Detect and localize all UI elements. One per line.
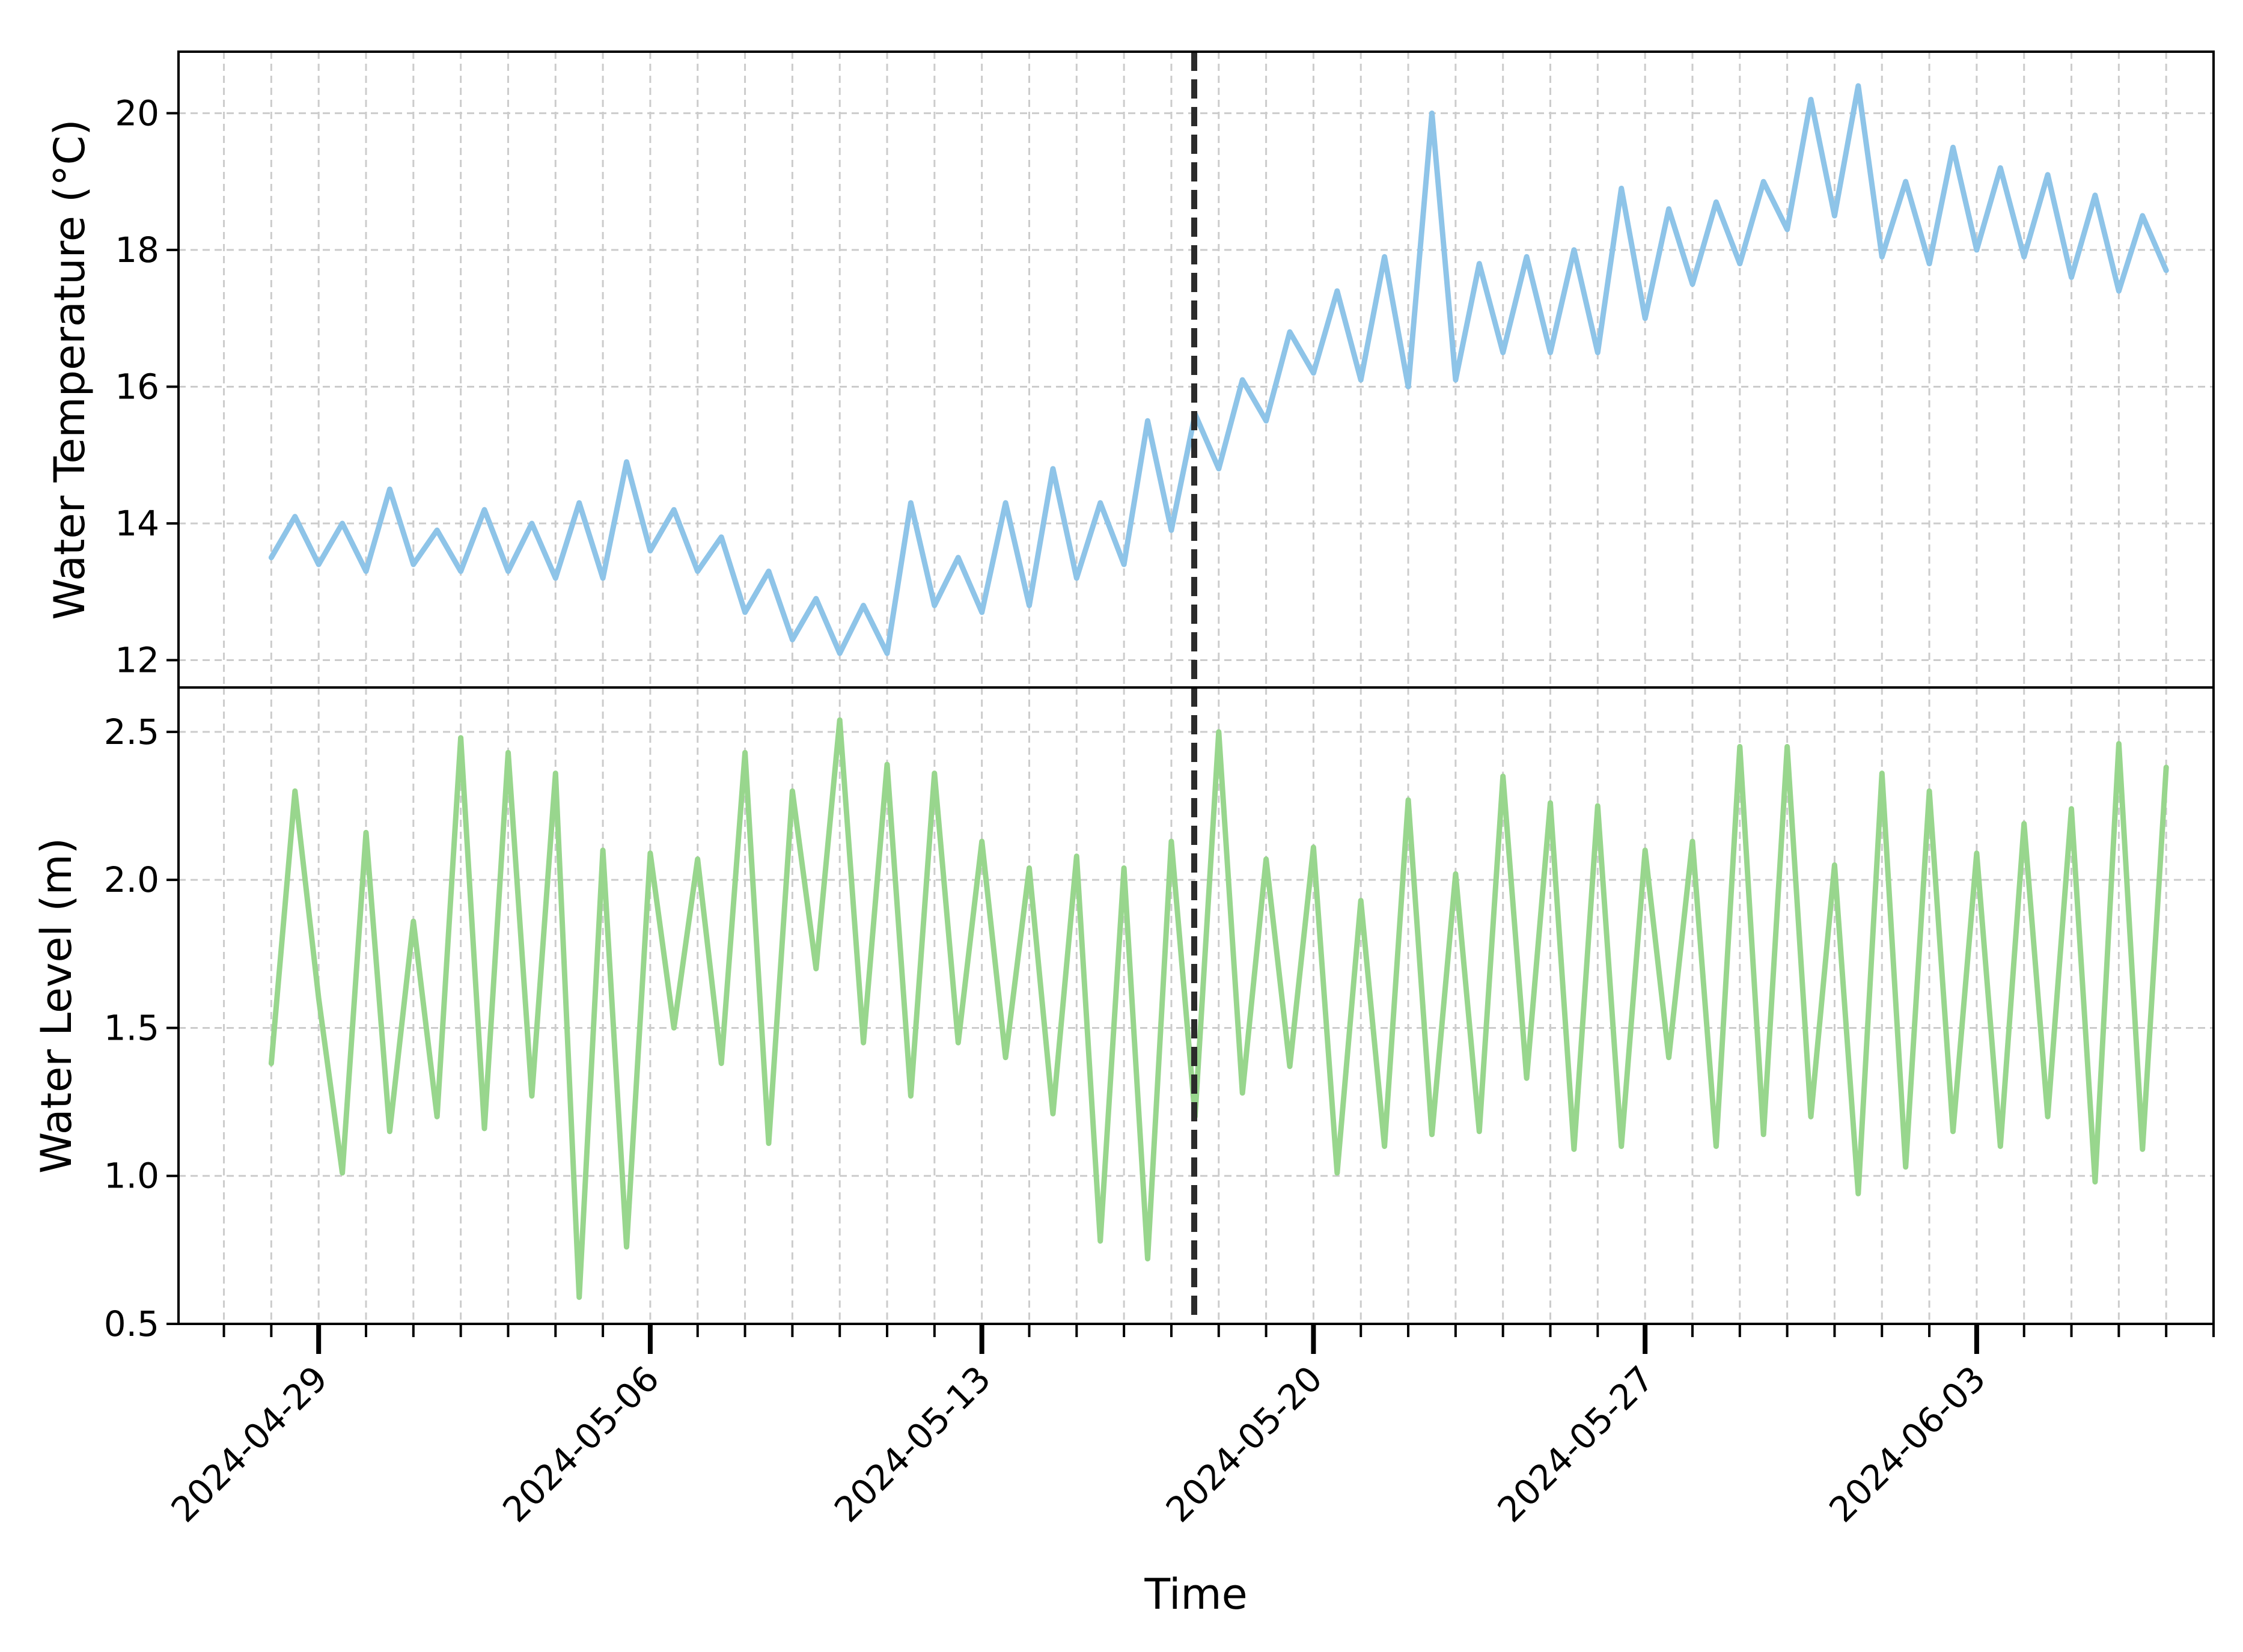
top-y-tick-label: 18 bbox=[115, 230, 159, 270]
bottom-axes-frame bbox=[177, 686, 2215, 1325]
bottom-y-tick-label: 1.0 bbox=[104, 1156, 159, 1196]
bottom-y-tick-label: 1.5 bbox=[104, 1007, 159, 1048]
bottom-y-tick-label: 2.0 bbox=[104, 859, 159, 900]
top-y-tick-label: 16 bbox=[115, 366, 159, 407]
x-tick-label: 2024-05-27 bbox=[1490, 1358, 1662, 1530]
bottom-y-tick-label: 2.5 bbox=[104, 712, 159, 752]
tick-labels: 12 14 16 18 20 0.5 1.0 1.5 2.0 2.5 2024-04-29 2024-… bbox=[104, 93, 1994, 1530]
x-tick-label: 2024-05-20 bbox=[1158, 1358, 1330, 1530]
temperature-series-line bbox=[268, 83, 2169, 656]
top-gridlines bbox=[179, 52, 2215, 687]
top-y-axis-label: Water Temperature (°C) bbox=[45, 119, 94, 620]
x-tick-label: 2024-05-06 bbox=[495, 1358, 667, 1530]
x-tick-label: 2024-04-29 bbox=[163, 1358, 335, 1530]
x-axis-label: Time bbox=[1144, 1570, 1247, 1619]
x-tick-label: 2024-06-03 bbox=[1821, 1358, 1993, 1530]
top-y-tick-label: 14 bbox=[115, 503, 159, 544]
tick-marks bbox=[166, 112, 2215, 1354]
top-y-tick-label: 20 bbox=[115, 93, 159, 133]
x-tick-label: 2024-05-13 bbox=[826, 1358, 998, 1530]
axes-frames bbox=[177, 50, 2215, 1325]
water-level-series-line bbox=[268, 717, 2169, 1300]
top-y-tick-label: 12 bbox=[115, 639, 159, 680]
bottom-y-tick-label: 0.5 bbox=[104, 1303, 159, 1344]
bottom-y-axis-label: Water Level (m) bbox=[32, 838, 81, 1174]
